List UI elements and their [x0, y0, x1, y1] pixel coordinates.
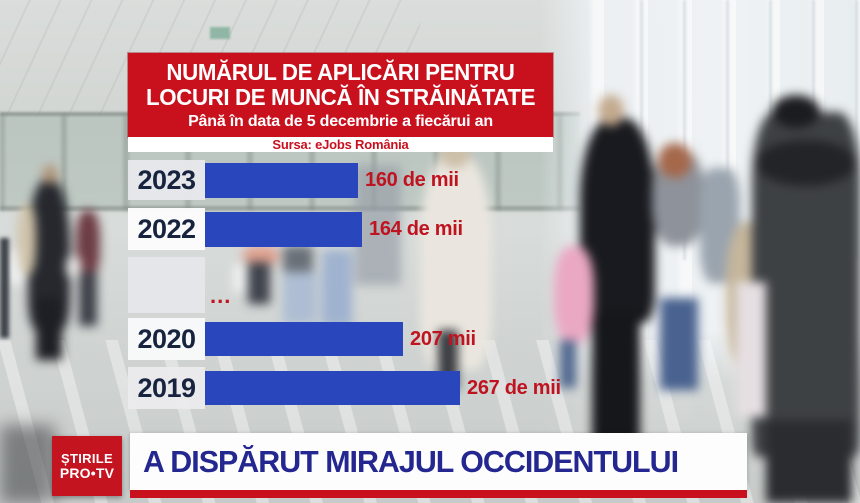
bg-figure [560, 340, 576, 388]
headline-text: A DISPĂRUT MIRAJUL OCCIDENTULUI [143, 443, 679, 479]
year-label: 2020 [137, 323, 196, 354]
chart-source-strip: Sursa: eJobs România [128, 137, 553, 152]
bg-figure [233, 264, 246, 292]
bg-figure [283, 246, 313, 276]
value-label: 267 de mii [467, 376, 561, 399]
year-label-strip: 2019 [128, 367, 205, 409]
background-window-frame [0, 206, 580, 211]
value-label: 164 de mii [369, 217, 463, 240]
bg-figure [554, 246, 594, 344]
chart-title-box: NUMĂRUL DE APLICĂRI PENTRU LOCURI DE MUN… [128, 53, 553, 137]
bg-figure [772, 95, 820, 128]
chart-row-2022: 2022 164 de mii [128, 208, 463, 250]
chart-row-2023: 2023 160 de mii [128, 160, 459, 200]
chart-title-line2: LOCURI DE MUNCĂ ÎN STRĂINĂTATE [145, 83, 536, 110]
value-label: 160 de mii [365, 168, 459, 191]
logo-protv-text: PRO•TV [59, 465, 115, 481]
bg-figure [598, 95, 624, 126]
bar-2020 [205, 322, 403, 356]
bar-2019 [205, 371, 460, 405]
background-corner-shadow [0, 425, 55, 503]
bg-figure [248, 262, 270, 304]
bg-figure [18, 203, 36, 275]
bar-2023 [205, 162, 358, 198]
background-wall-edge [0, 238, 9, 338]
bg-figure [36, 298, 62, 360]
year-label-strip: 2023 [128, 160, 205, 200]
bar-2022 [205, 211, 362, 247]
year-label-strip: 2022 [128, 208, 205, 250]
bg-figure [42, 165, 58, 184]
year-label-strip: 2020 [128, 318, 205, 360]
bg-figure [592, 310, 640, 448]
bg-figure [736, 282, 766, 417]
year-label: 2022 [137, 213, 196, 244]
headline-banner-red-strip [130, 490, 747, 498]
ellipsis-label: ... [210, 283, 232, 308]
bg-figure [355, 165, 401, 285]
bg-figure [756, 140, 856, 186]
year-label: 2023 [137, 164, 196, 195]
chart-subtitle: Până în data de 5 decembrie a fiecărui a… [188, 112, 493, 130]
bg-figure [243, 246, 279, 266]
logo-stirile-text: ȘTIRILE [61, 451, 113, 466]
year-label: 2019 [137, 372, 196, 403]
bg-figure [658, 143, 692, 178]
value-label: 207 mii [410, 327, 476, 350]
headline-banner: A DISPĂRUT MIRAJUL OCCIDENTULUI [130, 433, 747, 490]
chart-source-text: Sursa: eJobs România [272, 137, 409, 152]
bg-figure [322, 250, 352, 326]
bg-figure [766, 420, 852, 503]
chart-row-2019: 2019 267 de mii [128, 367, 561, 409]
background-sign [210, 27, 230, 39]
chart-row-gap: ... [128, 257, 230, 313]
chart-row-2020: 2020 207 mii [128, 318, 476, 360]
bg-figure [66, 256, 81, 278]
chart-title-line1: NUMĂRUL DE APLICĂRI PENTRU [166, 58, 515, 85]
bg-figure [660, 298, 698, 390]
stirile-protv-logo: ȘTIRILE PRO•TV [52, 436, 122, 496]
bg-figure [79, 272, 97, 326]
year-label-strip [128, 257, 205, 313]
bg-figure [283, 272, 317, 324]
